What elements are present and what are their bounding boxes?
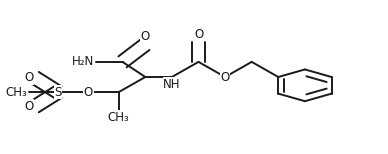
Text: O: O	[84, 86, 93, 99]
Text: O: O	[141, 30, 150, 43]
Text: CH₃: CH₃	[6, 86, 28, 99]
Text: O: O	[194, 28, 203, 41]
Text: H₂N: H₂N	[72, 55, 94, 68]
Text: S: S	[54, 86, 62, 99]
Text: O: O	[220, 71, 230, 83]
Text: O: O	[24, 71, 33, 84]
Text: O: O	[24, 100, 33, 113]
Text: CH₃: CH₃	[108, 111, 130, 124]
Text: NH: NH	[163, 78, 181, 91]
